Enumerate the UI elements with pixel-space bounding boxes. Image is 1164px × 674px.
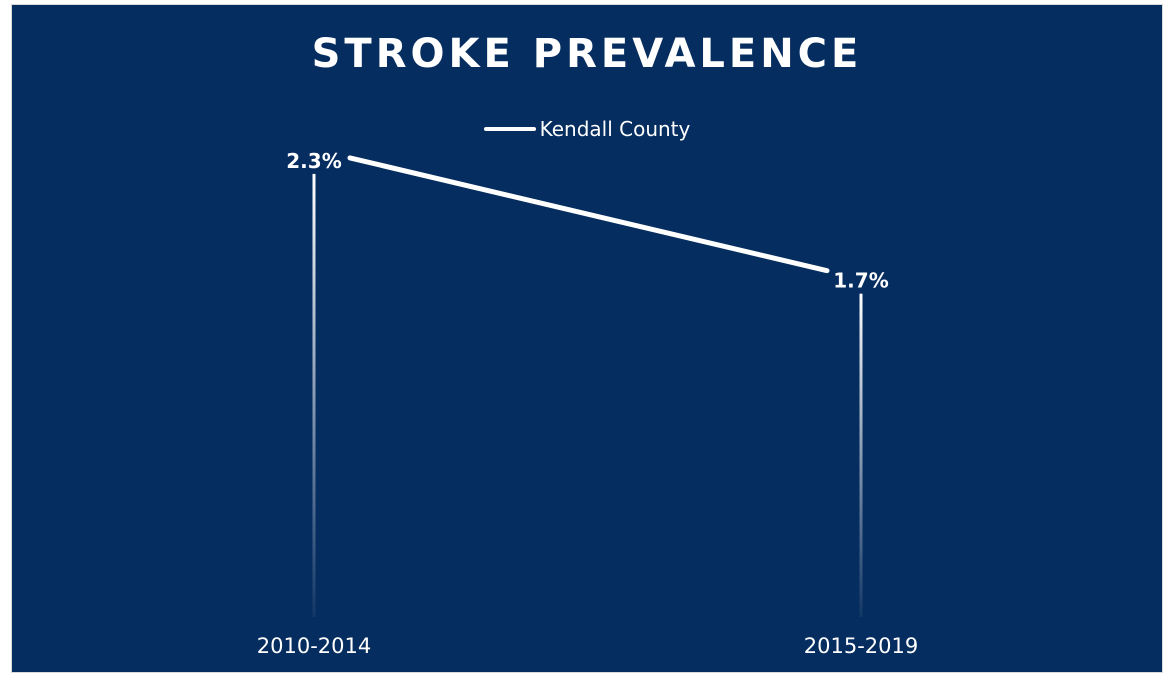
legend-line-swatch [483,127,536,131]
drop-line-2015-2019 [859,293,863,617]
x-tick-label-2015-2019: 2015-2019 [804,634,918,658]
data-label-2015-2019: 1.7% [833,269,888,293]
chart-plot-area: 2.3% 1.7% 2010-2014 2015-2019 [257,149,918,658]
series-line-kendall-county [347,155,830,274]
legend-label: Kendall County [539,117,691,141]
chart-legend: Kendall County [12,117,1162,141]
data-label-2010-2014: 2.3% [286,149,341,173]
chart-title: STROKE PREVALENCE [311,31,863,77]
drop-line-2010-2014 [312,173,316,618]
chart-frame: STROKE PREVALENCE Kendall County 2.3% 1.7… [11,4,1163,673]
x-tick-label-2010-2014: 2010-2014 [257,634,371,658]
